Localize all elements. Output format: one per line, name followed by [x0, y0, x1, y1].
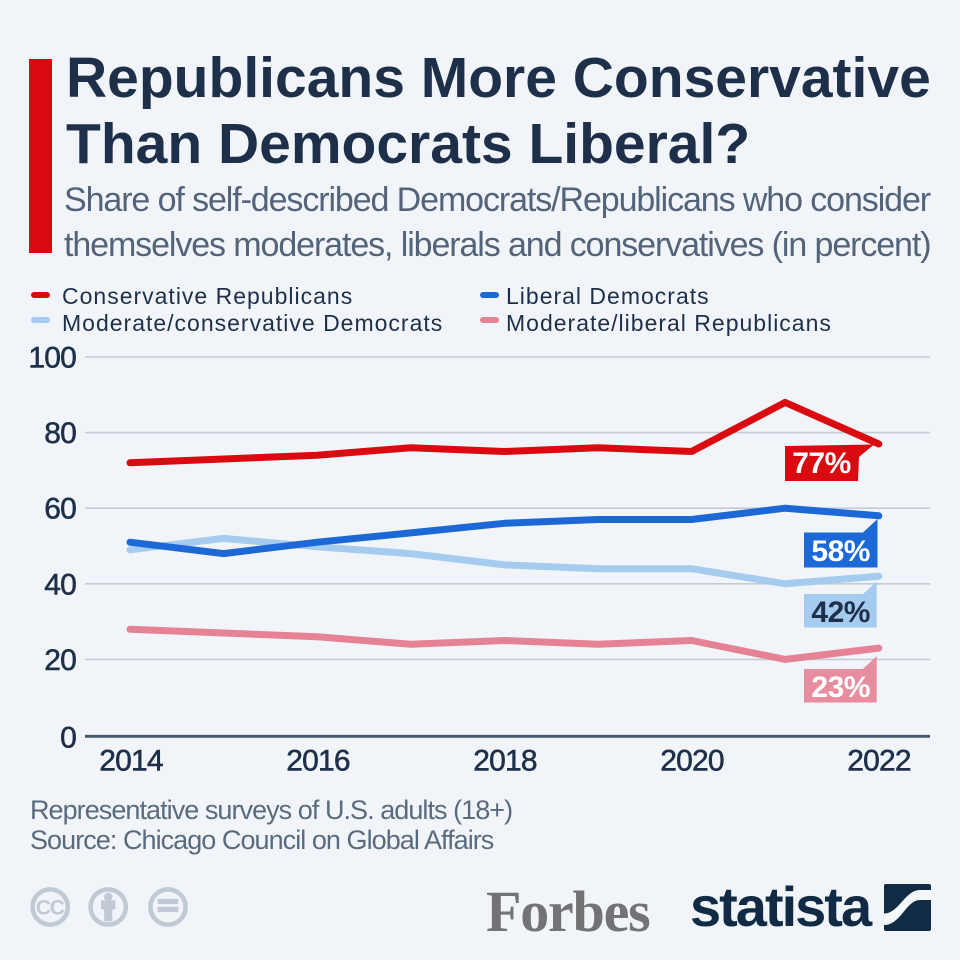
svg-text:77%: 77%	[792, 447, 851, 480]
svg-text:2020: 2020	[660, 745, 724, 778]
svg-text:80: 80	[44, 417, 76, 450]
svg-text:0: 0	[60, 721, 76, 754]
svg-text:CC: CC	[36, 897, 65, 920]
svg-text:58%: 58%	[811, 535, 870, 568]
svg-text:2014: 2014	[99, 745, 163, 778]
svg-text:60: 60	[44, 493, 76, 526]
svg-text:20: 20	[44, 644, 76, 677]
svg-text:42%: 42%	[811, 596, 870, 629]
svg-text:100: 100	[28, 342, 76, 375]
svg-text:2018: 2018	[473, 745, 537, 778]
svg-text:40: 40	[44, 568, 76, 601]
svg-text:2016: 2016	[286, 745, 350, 778]
svg-text:23%: 23%	[811, 671, 870, 704]
svg-text:2022: 2022	[847, 745, 911, 778]
